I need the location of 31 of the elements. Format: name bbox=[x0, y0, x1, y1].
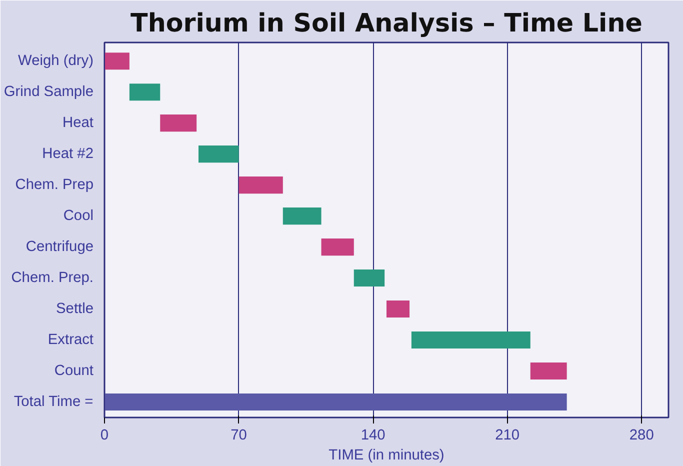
x-tick-label: 70 bbox=[230, 428, 247, 444]
x-tick-label: 140 bbox=[360, 428, 386, 444]
x-axis-title: TIME (in minutes) bbox=[328, 448, 444, 464]
bar bbox=[198, 146, 239, 163]
y-tick-label: Grind Sample bbox=[4, 84, 94, 100]
bar bbox=[104, 393, 567, 411]
y-tick-label: Chem. Prep. bbox=[11, 270, 94, 286]
y-tick-label: Count bbox=[54, 363, 94, 380]
y-tick-label: Chem. Prep bbox=[15, 177, 94, 194]
y-tick-label: Cool bbox=[63, 208, 94, 224]
x-tick-label: 0 bbox=[100, 428, 109, 444]
y-tick-label: Total Time = bbox=[14, 394, 94, 410]
bar bbox=[321, 238, 354, 256]
bar bbox=[104, 52, 130, 70]
bar bbox=[238, 176, 283, 194]
chart-title: Thorium in Soil Analysis – Time Line bbox=[130, 8, 642, 38]
y-tick-label: Settle bbox=[56, 301, 94, 318]
x-tick-label: 210 bbox=[495, 428, 520, 444]
y-tick-label: Weigh (dry) bbox=[18, 53, 94, 70]
y-tick-label: Centrifuge bbox=[26, 239, 94, 256]
x-tick-label: 280 bbox=[629, 428, 654, 444]
bar bbox=[129, 84, 160, 101]
y-tick-label: Heat bbox=[62, 115, 94, 132]
y-tick-label: Extract bbox=[48, 332, 94, 348]
bar bbox=[530, 362, 567, 380]
bar bbox=[411, 332, 530, 349]
bar bbox=[282, 208, 322, 225]
bar bbox=[354, 270, 385, 287]
bar bbox=[160, 114, 197, 132]
bar bbox=[386, 300, 410, 318]
y-tick-label: Heat #2 bbox=[42, 146, 94, 162]
